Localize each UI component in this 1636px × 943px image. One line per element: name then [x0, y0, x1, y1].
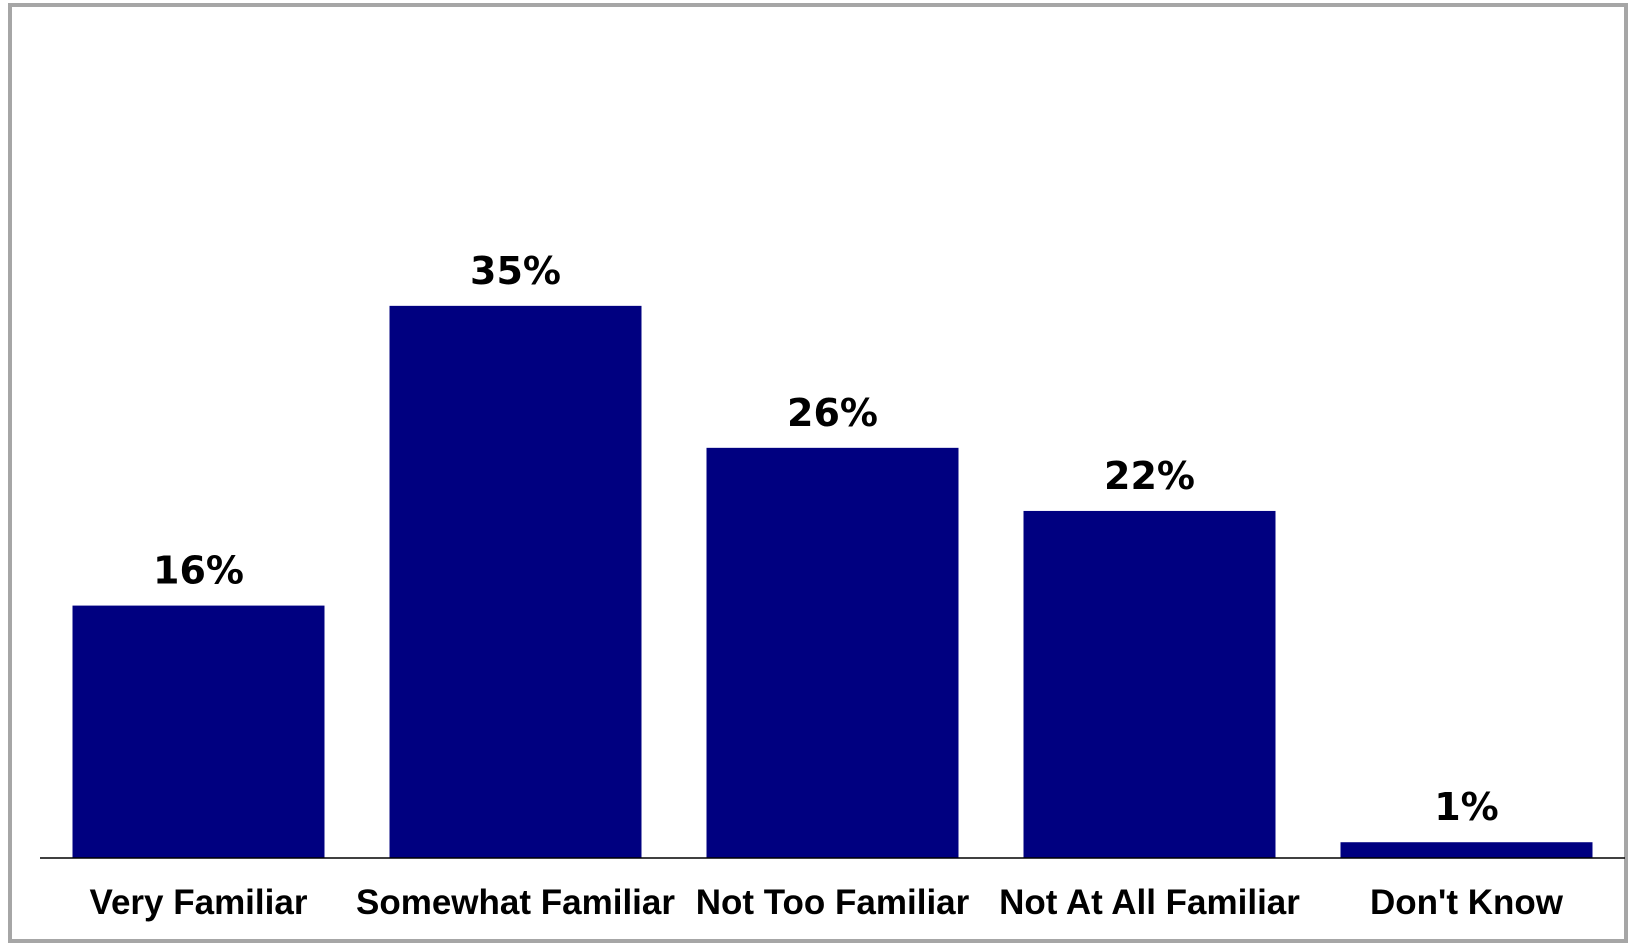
- value-labels-group: 16% 35% 26% 22% 1%: [153, 249, 1499, 829]
- bar-2: [706, 447, 959, 858]
- category-label-0: Very Familiar: [90, 883, 308, 922]
- value-label-2: 26%: [787, 391, 878, 435]
- value-label-4: 1%: [1434, 785, 1499, 829]
- value-label-3: 22%: [1104, 454, 1195, 498]
- bar-3: [1023, 510, 1276, 858]
- bars-group: [72, 305, 1593, 858]
- bar-1: [389, 305, 642, 858]
- category-label-2: Not Too Familiar: [696, 883, 970, 922]
- category-label-3: Not At All Familiar: [999, 883, 1300, 922]
- category-labels-group: Very Familiar Somewhat Familiar Not Too Fa…: [90, 883, 1564, 922]
- value-label-0: 16%: [153, 549, 244, 593]
- bar-0: [72, 605, 325, 858]
- value-label-1: 35%: [470, 249, 561, 293]
- category-label-1: Somewhat Familiar: [356, 883, 675, 922]
- category-label-4: Don't Know: [1370, 883, 1564, 922]
- bar-4: [1340, 842, 1593, 858]
